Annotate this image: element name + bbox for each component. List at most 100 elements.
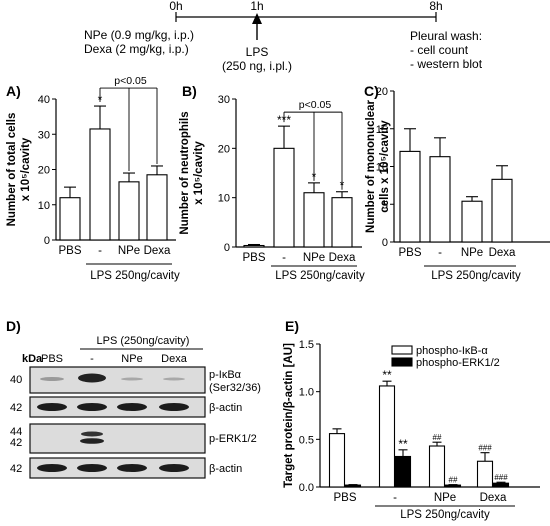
category-label: NPe — [118, 245, 140, 257]
blot-strip-p-erk — [29, 423, 206, 454]
significance-marker: ### — [478, 444, 492, 453]
y-tick-label: 0 — [44, 235, 50, 247]
band-actin2-npe — [117, 464, 147, 472]
category-label: - — [282, 252, 286, 264]
row-label-p-erk: p-ERK1/2 — [209, 433, 257, 445]
row-label-p-ikba: p-IκBα — [209, 369, 242, 381]
panel-b-neutrophils: B) 0 10 20 30 Number of neutrophils x 10⁵/cavi… — [179, 83, 365, 282]
kda-label: kDa — [22, 353, 43, 365]
category-label: - — [393, 492, 397, 504]
bar-phospho-ikba — [476, 460, 494, 488]
y-axis-label: Number of mononuclear — [365, 100, 377, 233]
significance-marker: ** — [382, 368, 392, 382]
band-p-ikba-lps — [78, 373, 106, 383]
band-actin1-lps — [77, 403, 107, 411]
time-label-1h: 1h — [250, 0, 263, 13]
group-label: LPS 250ng/cavity — [400, 509, 490, 521]
category-label: - — [438, 247, 442, 259]
bar-phospho-erk — [444, 484, 462, 488]
kda-row4: 42 — [10, 463, 22, 475]
legend-entry: phospho-IκB-α — [416, 345, 488, 357]
kda-row2: 42 — [10, 402, 22, 414]
significance-marker: ** — [398, 437, 408, 451]
category-label: PBS — [398, 247, 421, 259]
stimulus-lps: LPS — [246, 45, 269, 59]
significance-marker: ## — [449, 476, 458, 485]
y-tick-label: 1.0 — [299, 387, 314, 399]
panel-letter-d: D) — [6, 318, 21, 334]
group-label: LPS 250ng/cavity — [275, 270, 365, 282]
treatment-dexa: Dexa (2 mg/kg, i.p.) — [84, 42, 189, 56]
blot-header: LPS (250ng/cavity) — [97, 335, 190, 347]
lane-label-lps: - — [90, 353, 94, 365]
category-label: Dexa — [489, 247, 516, 259]
category-label: Dexa — [144, 245, 171, 257]
y-tick-label: 5 — [382, 199, 388, 211]
readout-title: Pleural wash: — [410, 29, 482, 43]
y-tick-label: 20 — [218, 143, 230, 155]
readout-cell-count: - cell count — [410, 43, 469, 57]
panel-letter: E) — [285, 318, 299, 334]
y-tick-label: 1.5 — [299, 339, 314, 351]
legend-swatch — [391, 357, 413, 367]
bar — [89, 128, 111, 241]
y-tick-label: 10 — [376, 162, 388, 174]
y-tick-label: 20 — [376, 86, 388, 98]
category-label: - — [98, 245, 102, 257]
panel-letter: B) — [182, 83, 197, 99]
y-tick-label: 30 — [38, 129, 50, 141]
category-label: PBS — [242, 252, 265, 264]
panel-letter: A) — [6, 83, 21, 99]
category-label: NPe — [303, 252, 325, 264]
bar — [303, 192, 325, 248]
significance-marker: ## — [433, 433, 442, 442]
bar-phospho-erk — [394, 455, 412, 488]
group-label: LPS 250ng/cavity — [431, 270, 521, 282]
y-tick-label: 10 — [218, 193, 230, 205]
bar — [118, 181, 140, 241]
y-axis-label: Number of total cells — [6, 113, 18, 227]
bar-phospho-ikba — [378, 385, 396, 488]
bar — [429, 156, 451, 243]
band-p-ikba-npe — [121, 377, 143, 381]
bar — [243, 244, 265, 248]
lane-label-npe: NPe — [121, 353, 142, 365]
category-label: NPe — [461, 247, 483, 259]
panel-a-total-cells: A) 0 10 20 30 40 Number of total cells x 10⁵/ca… — [6, 75, 180, 282]
bar — [331, 197, 353, 248]
stimulus-dose: (250 ng, i.pl.) — [222, 59, 292, 73]
bar-phospho-erk — [344, 484, 362, 488]
row-label-ser: (Ser32/36) — [209, 382, 261, 394]
significance-marker: ### — [494, 473, 508, 482]
timeline: 0h 1h 8h NPe (0.9 mg/kg, i.p.) Dexa (2 m… — [84, 0, 483, 73]
row-label-actin-2: β-actin — [209, 463, 242, 475]
treatment-npe: NPe (0.9 mg/kg, i.p.) — [84, 28, 194, 42]
y-tick-label: 30 — [218, 94, 230, 106]
comparison-label: p<0.05 — [299, 99, 332, 111]
band-actin2-pbs — [37, 464, 67, 472]
category-label: NPe — [434, 492, 456, 504]
category-label: PBS — [333, 492, 356, 504]
time-label-0h: 0h — [169, 0, 182, 13]
band-actin1-npe — [117, 403, 147, 411]
y-axis-label: Number of neutrophils — [179, 111, 191, 234]
bar — [59, 197, 81, 241]
row-label-actin-1: β-actin — [209, 402, 242, 414]
bar — [273, 147, 295, 248]
y-tick-label: 0 — [224, 242, 230, 254]
panel-c-mononuclear: C) 0 5 10 15 20 Number of mononuclear cells x 1… — [364, 83, 550, 282]
bar — [491, 178, 513, 243]
legend-entry: phospho-ERK1/2 — [416, 357, 500, 369]
bar-phospho-ikba — [328, 433, 346, 488]
readout-western-blot: - western blot — [410, 57, 483, 71]
lane-label-pbs: PBS — [41, 353, 63, 365]
band-p-erk-42-lps — [80, 438, 104, 444]
category-label: Dexa — [480, 492, 507, 504]
band-p-ikba-pbs — [40, 377, 64, 381]
kda-row3-42: 42 — [10, 437, 22, 449]
time-label-8h: 8h — [429, 0, 442, 13]
y-tick-label: 40 — [38, 94, 50, 106]
band-actin1-pbs — [37, 403, 67, 411]
category-label: Dexa — [329, 252, 356, 264]
